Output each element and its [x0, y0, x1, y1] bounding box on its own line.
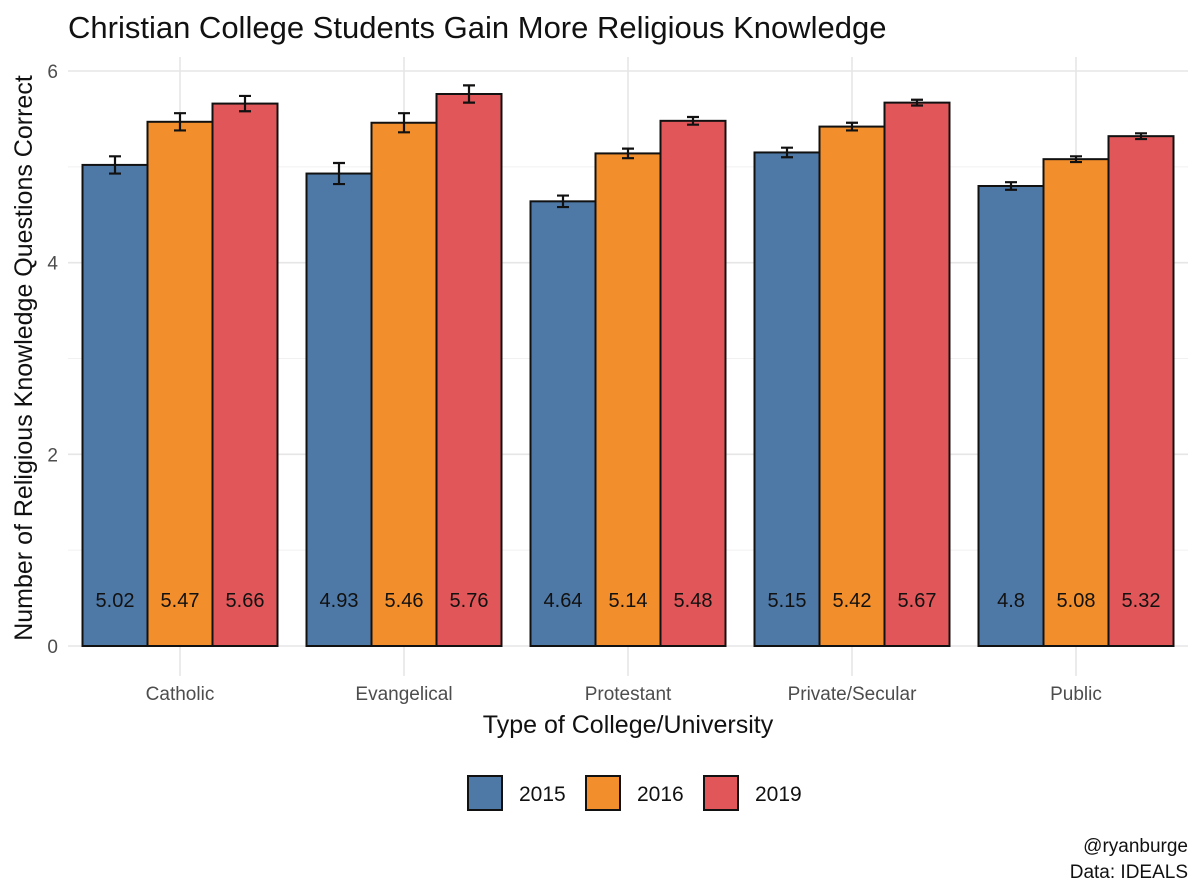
legend: 2015 2016 2019: [467, 775, 802, 811]
bar-value-label: 5.67: [898, 590, 937, 612]
bar-value-label: 5.42: [833, 590, 872, 612]
bar: [659, 119, 727, 648]
error-bar: [911, 98, 923, 107]
bar-value-label: 4.64: [544, 590, 583, 612]
bar-value-label: 5.76: [450, 590, 489, 612]
bar: [435, 93, 503, 647]
bar: [977, 185, 1045, 647]
y-axis-title: Number of Religious Knowledge Questions …: [10, 75, 38, 641]
x-tick-label: Protestant: [585, 684, 672, 705]
bar-value-label: 5.15: [768, 590, 807, 612]
bars: [81, 93, 1175, 648]
bar: [81, 163, 149, 648]
bar: [370, 121, 438, 647]
x-tick-label: Evangelical: [355, 684, 452, 705]
error-bar: [846, 121, 858, 132]
legend-swatch: [703, 775, 739, 811]
error-bar: [398, 112, 410, 134]
data-labels: 5.02 5.47 5.66 4.93 5.46 5.76 4.64 5.14 5.48 5.15…: [96, 590, 1161, 612]
caption-handle: @ryanburge: [1083, 836, 1188, 857]
y-tick-label: 6: [47, 62, 58, 83]
bar-value-label: 4.93: [320, 590, 359, 612]
bar-value-label: 5.08: [1057, 590, 1096, 612]
bar: [753, 151, 821, 647]
bar: [305, 172, 373, 648]
bar: [818, 125, 886, 648]
error-bar: [239, 94, 251, 113]
bar-value-label: 4.8: [997, 590, 1025, 612]
error-bar: [109, 155, 121, 175]
y-tick-label: 0: [47, 637, 58, 658]
error-bar: [1135, 132, 1147, 141]
error-bar: [781, 146, 793, 159]
y-tick-label: 2: [47, 445, 58, 466]
bar: [146, 120, 214, 647]
bar: [883, 101, 951, 647]
x-axis-ticks: Catholic Evangelical Protestant Private/Sec…: [146, 684, 1102, 705]
x-tick-label: Public: [1050, 684, 1102, 705]
y-tick-label: 4: [47, 254, 58, 275]
bar-value-label: 5.48: [674, 590, 713, 612]
error-bar: [1005, 181, 1017, 191]
x-tick-label: Catholic: [146, 684, 215, 705]
error-bar: [1070, 155, 1082, 164]
x-axis-title: Type of College/University: [483, 711, 774, 739]
error-bar: [557, 194, 569, 209]
legend-swatch: [467, 775, 503, 811]
bar-value-label: 5.14: [609, 590, 648, 612]
chart-title: Christian College Students Gain More Rel…: [68, 10, 887, 45]
error-bar: [622, 147, 634, 160]
bar-value-label: 5.46: [385, 590, 424, 612]
caption-source: Data: IDEALS: [1070, 862, 1188, 883]
bar: [1107, 135, 1175, 648]
bar-value-label: 5.32: [1122, 590, 1161, 612]
error-bar: [687, 115, 699, 126]
error-bar: [174, 112, 186, 132]
bar-value-label: 5.02: [96, 590, 135, 612]
bar-value-label: 5.47: [161, 590, 200, 612]
error-bars: [109, 84, 1147, 209]
legend-label: 2015: [519, 783, 566, 806]
legend-label: 2016: [637, 783, 684, 806]
error-bar: [333, 161, 345, 186]
bar: [529, 200, 597, 647]
bar-value-label: 5.66: [226, 590, 265, 612]
x-tick-label: Private/Secular: [788, 684, 918, 705]
bar: [211, 102, 279, 648]
error-bar: [463, 84, 475, 104]
legend-label: 2019: [755, 783, 802, 806]
legend-swatch: [585, 775, 621, 811]
y-axis-ticks: 0 2 4 6: [47, 62, 58, 658]
bar: [594, 152, 662, 648]
bar: [1042, 158, 1110, 648]
